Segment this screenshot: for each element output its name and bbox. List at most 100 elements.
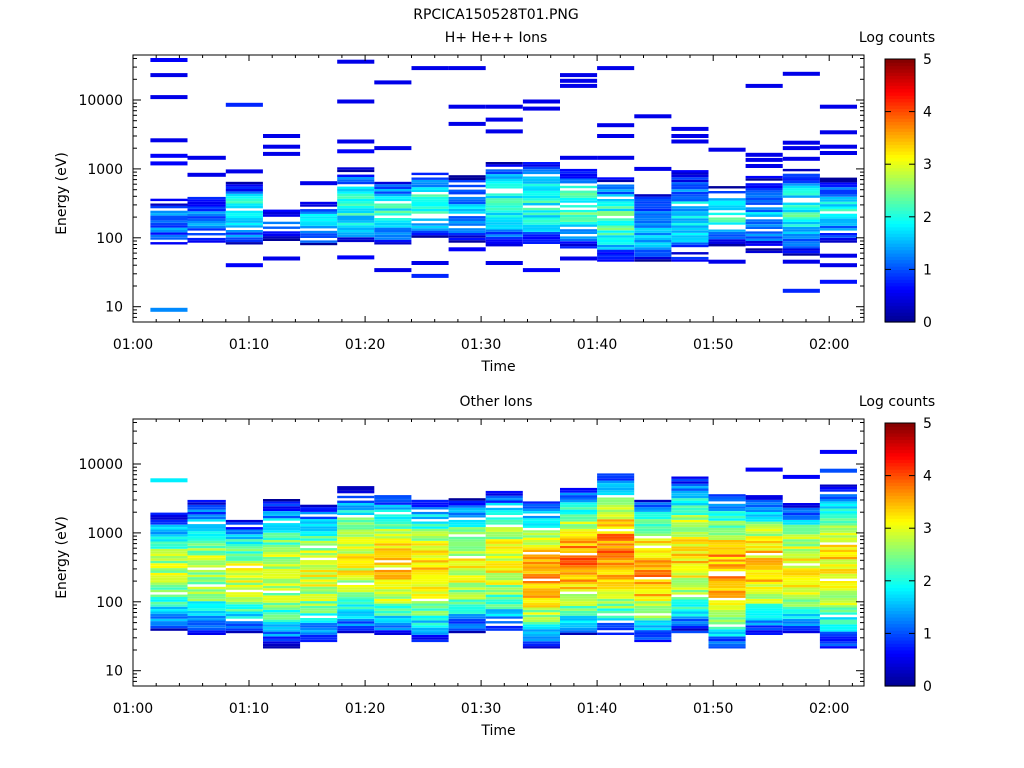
heatmap-cell <box>597 490 635 493</box>
heatmap-cell <box>374 572 412 575</box>
heatmap-cell <box>337 218 375 221</box>
heatmap-cell <box>745 238 783 241</box>
heatmap-cell <box>150 563 188 566</box>
heatmap-cell <box>225 592 263 595</box>
heatmap-cell <box>337 580 375 583</box>
heatmap-cell <box>782 536 820 540</box>
heatmap-cell <box>782 594 820 597</box>
x-tick-label: 01:10 <box>229 701 269 717</box>
heatmap-cell <box>337 210 375 214</box>
heatmap-cell <box>300 630 338 633</box>
heatmap-cell <box>819 496 857 499</box>
heatmap-cell <box>782 71 820 76</box>
heatmap-cell <box>560 562 598 565</box>
heatmap-cell <box>560 487 598 491</box>
heatmap-cell <box>411 634 449 638</box>
heatmap-cell <box>187 509 226 512</box>
heatmap-cell <box>374 189 412 192</box>
heatmap-cell <box>597 562 635 565</box>
heatmap-cell <box>522 195 560 199</box>
heatmap-cell <box>671 597 709 600</box>
heatmap-cell <box>745 224 783 227</box>
heatmap-cell <box>782 474 820 479</box>
heatmap-cell <box>300 569 338 573</box>
heatmap-cell <box>485 517 523 520</box>
heatmap-cell <box>187 536 226 539</box>
heatmap-cell <box>708 568 746 572</box>
heatmap-cell <box>597 249 635 252</box>
heatmap-cell <box>337 597 375 600</box>
heatmap-cell <box>745 185 783 188</box>
heatmap-cell <box>597 208 635 212</box>
heatmap-cell <box>300 598 338 602</box>
heatmap-cell <box>745 250 783 254</box>
heatmap-cell <box>671 613 709 617</box>
heatmap-cell <box>150 524 188 528</box>
heatmap-cell <box>263 515 301 519</box>
heatmap-cell <box>374 548 412 551</box>
heatmap-cell <box>560 181 598 184</box>
heatmap-cell <box>634 208 672 212</box>
heatmap-cell <box>187 512 226 515</box>
heatmap-cell <box>634 502 672 505</box>
colorbar-segment <box>885 269 915 274</box>
heatmap-cell <box>448 626 486 629</box>
heatmap-cell <box>263 564 301 567</box>
heatmap-cell <box>819 556 857 560</box>
heatmap-cell <box>225 531 263 535</box>
heatmap-cell <box>745 536 783 539</box>
colorbar-segment <box>885 236 915 241</box>
heatmap-cell <box>485 541 523 544</box>
heatmap-cell <box>411 613 449 616</box>
heatmap-cell <box>187 608 226 611</box>
heatmap-cell <box>411 622 449 626</box>
heatmap-cell <box>448 519 486 523</box>
heatmap-cell <box>150 606 188 610</box>
heatmap-cell <box>560 536 598 539</box>
heatmap-cell <box>374 550 412 553</box>
heatmap-cell <box>782 630 820 634</box>
colorbar-segment <box>885 318 915 323</box>
heatmap-cell <box>708 578 746 581</box>
heatmap-cell <box>671 256 709 260</box>
heatmap-cell <box>597 555 635 558</box>
heatmap-cell <box>708 581 746 584</box>
colorbar-segment <box>885 442 915 447</box>
heatmap-cell <box>819 573 857 577</box>
heatmap-cell <box>150 556 188 559</box>
heatmap-cell <box>597 189 635 192</box>
colorbar-segment <box>885 472 915 477</box>
x-axis-label: Time <box>480 359 515 375</box>
heatmap-cell <box>300 540 338 544</box>
colorbar-segment <box>885 475 915 480</box>
heatmap-cell <box>560 603 598 606</box>
heatmap-cell <box>300 201 338 205</box>
heatmap-cell <box>187 545 226 549</box>
heatmap-cell <box>671 519 709 523</box>
heatmap-cell <box>782 609 820 612</box>
heatmap-cell <box>560 569 598 573</box>
panel-h-he-ions: H+ He++ Ions 01:00 01:10 01:20 01:30 01:40 01… <box>54 30 935 375</box>
heatmap-cell <box>374 569 412 573</box>
heatmap-cell <box>745 540 783 544</box>
heatmap-cell <box>374 540 412 544</box>
heatmap-cell <box>597 625 635 628</box>
heatmap-cell <box>187 499 226 503</box>
heatmap-cell <box>708 629 746 632</box>
heatmap-cell <box>671 206 709 209</box>
heatmap-cell <box>634 511 672 515</box>
heatmap-cell <box>448 546 486 549</box>
heatmap-cell <box>745 499 783 503</box>
heatmap-cell <box>560 622 598 626</box>
heatmap-cell <box>634 203 672 207</box>
heatmap-cell <box>485 203 523 206</box>
heatmap-cell <box>300 235 338 238</box>
colorbar-segment <box>885 88 915 93</box>
heatmap-cell <box>745 175 783 179</box>
heatmap-cell <box>374 608 412 611</box>
heatmap-cell <box>448 585 486 588</box>
heatmap-cell <box>225 230 263 233</box>
heatmap-cell <box>448 621 486 624</box>
heatmap-cell <box>522 631 560 634</box>
heatmap-cell <box>485 234 523 237</box>
